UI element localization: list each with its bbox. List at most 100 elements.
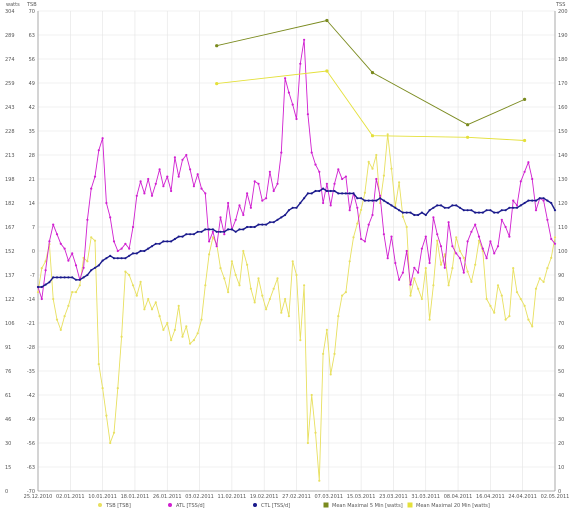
data-point	[523, 170, 526, 173]
data-point	[500, 209, 503, 212]
data-point	[428, 318, 431, 321]
data-point	[314, 163, 317, 166]
data-point	[310, 151, 313, 154]
data-point	[481, 211, 484, 214]
data-point	[173, 156, 176, 159]
data-point	[287, 209, 290, 212]
series-line	[216, 70, 525, 141]
data-point	[318, 189, 321, 193]
data-point	[451, 204, 454, 207]
data-point	[242, 249, 245, 253]
data-point	[398, 278, 401, 281]
data-point	[363, 240, 366, 243]
data-point	[162, 328, 165, 331]
tss-axis-label: TSS	[555, 2, 565, 8]
x-axis-ticks: 25.12.2010 02.01.2011 10.01.2011 18.01.2011…	[24, 494, 570, 500]
data-point	[370, 71, 375, 75]
data-point	[531, 177, 534, 181]
data-point	[143, 192, 146, 195]
data-point	[367, 199, 370, 202]
data-point	[249, 206, 252, 209]
data-point	[512, 206, 515, 209]
data-point	[417, 271, 420, 274]
data-point	[177, 175, 180, 178]
data-point	[344, 175, 347, 178]
data-point	[150, 194, 154, 197]
tss-tick-label: 100	[558, 249, 568, 255]
tsb-tick-label: -14	[27, 297, 35, 303]
data-point	[204, 228, 207, 231]
data-point	[481, 247, 484, 250]
data-point	[306, 192, 309, 195]
data-point	[375, 177, 378, 181]
data-point	[128, 254, 131, 257]
data-point	[120, 335, 123, 338]
data-point	[322, 187, 325, 190]
data-point	[455, 236, 458, 239]
data-point	[101, 387, 104, 390]
data-point	[59, 242, 62, 245]
legend-label: ATL [TSS/d]	[176, 503, 205, 509]
data-point	[413, 266, 416, 269]
data-point	[246, 263, 249, 266]
data-point	[405, 211, 408, 214]
data-point	[52, 276, 55, 279]
data-point	[261, 223, 264, 226]
data-point	[284, 213, 287, 217]
data-point	[474, 263, 477, 266]
x-tick-label: 11.02.2011	[218, 494, 247, 500]
data-point	[356, 206, 359, 209]
data-point	[398, 181, 401, 184]
data-point	[287, 91, 290, 94]
data-point	[59, 276, 62, 279]
data-point	[204, 284, 207, 287]
data-point	[466, 123, 470, 127]
data-point	[291, 206, 294, 209]
data-point	[337, 315, 340, 318]
data-point	[158, 315, 161, 318]
data-point	[523, 304, 526, 307]
watts-tick-label: 167	[5, 225, 15, 231]
data-point	[325, 69, 329, 73]
data-point	[67, 276, 70, 279]
data-point	[458, 206, 462, 209]
data-point	[550, 256, 553, 259]
x-tick-label: 18.01.2011	[121, 494, 150, 500]
data-point	[295, 117, 298, 121]
data-point	[196, 332, 199, 335]
data-point	[341, 294, 344, 297]
data-point	[432, 284, 435, 287]
data-point	[322, 352, 325, 355]
tsb-tick-label: 7	[32, 225, 35, 231]
legend-marker	[253, 503, 257, 507]
data-point	[386, 257, 389, 260]
data-point	[382, 174, 385, 177]
data-point	[542, 197, 545, 200]
x-tick-label: 07.03.2011	[314, 494, 343, 500]
chart-legend: TSB [TSB] ATL [TSS/d] CTL [TSS/d] Mean Maxi…	[98, 502, 490, 509]
data-point	[143, 249, 146, 253]
data-point	[515, 206, 519, 209]
data-point	[489, 209, 492, 212]
data-point	[303, 38, 306, 41]
data-point	[405, 225, 408, 229]
data-point	[170, 339, 173, 342]
data-point	[124, 270, 127, 273]
tsb-tick-label: -35	[27, 369, 35, 375]
data-point	[428, 209, 431, 212]
data-point	[284, 297, 287, 301]
watts-tick-label: 243	[5, 105, 15, 111]
data-point	[439, 263, 443, 266]
data-point	[477, 239, 481, 242]
series-line	[216, 20, 525, 126]
data-point	[215, 44, 219, 48]
data-point	[299, 62, 302, 65]
data-point	[363, 191, 366, 194]
tsb-tick-label: 14	[29, 201, 35, 207]
tsb-tick-label: -56	[27, 441, 35, 447]
watts-tick-label: 46	[5, 417, 11, 423]
data-point	[109, 254, 112, 257]
data-point	[493, 211, 496, 214]
data-point	[523, 201, 526, 205]
